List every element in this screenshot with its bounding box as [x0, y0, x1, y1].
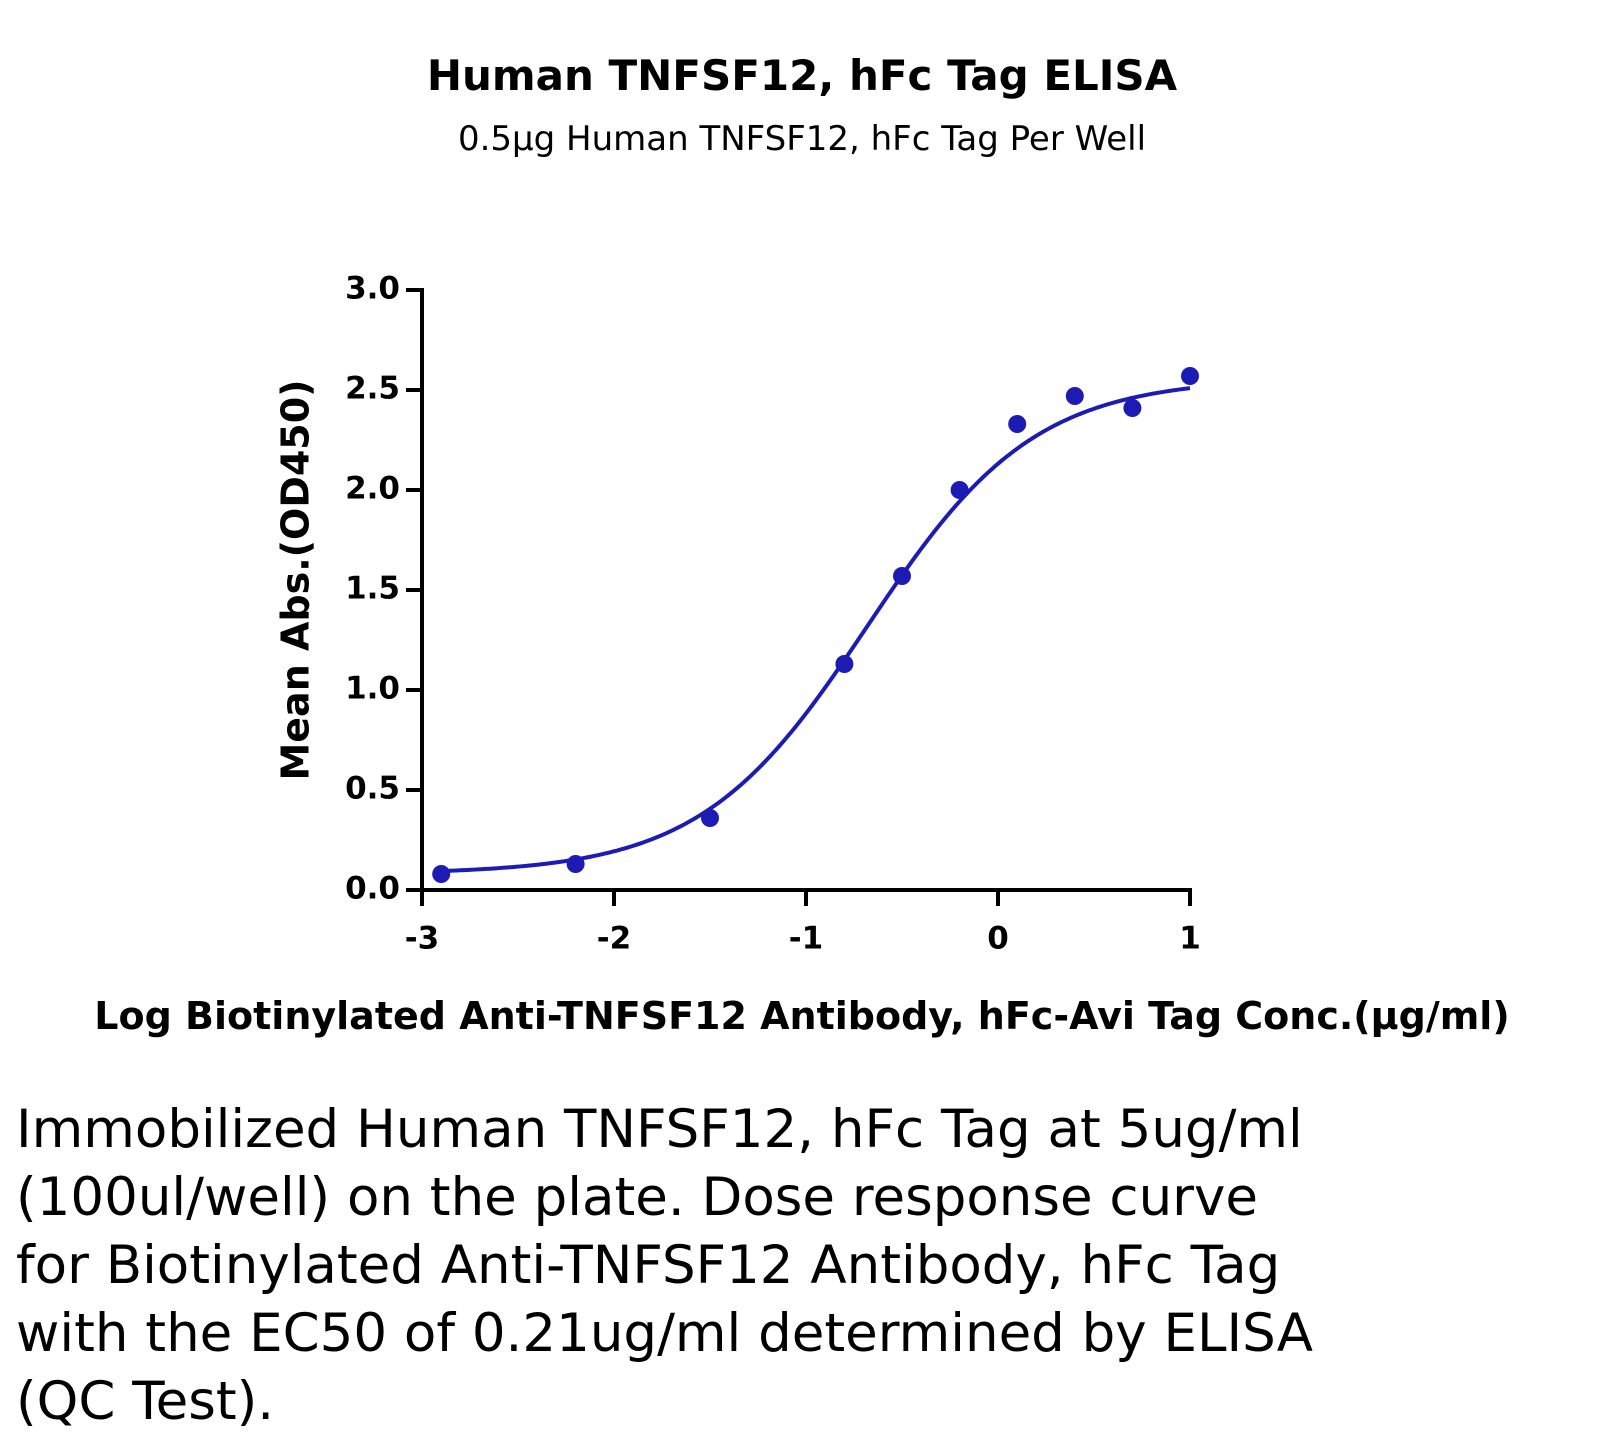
chart-title: Human TNFSF12, hFc Tag ELISA — [426, 51, 1178, 100]
y-tick-label: 1.0 — [345, 671, 400, 707]
data-point — [566, 855, 585, 873]
data-point — [1065, 387, 1084, 405]
y-tick-label: 2.5 — [345, 371, 400, 407]
chart-subtitle: 0.5μg Human TNFSF12, hFc Tag Per Well — [457, 119, 1147, 159]
figure-caption: Immobilized Human TNFSF12, hFc Tag at 5u… — [16, 1099, 1314, 1432]
data-point — [432, 865, 451, 883]
data-point — [893, 567, 911, 585]
data-point — [1181, 367, 1199, 385]
y-tick-label: 3.0 — [345, 271, 400, 307]
data-point — [1008, 415, 1027, 433]
data-point — [835, 655, 854, 673]
x-axis-label: Log Biotinylated Anti-TNFSF12 Antibody, … — [94, 994, 1510, 1038]
x-tick-label: 1 — [1179, 921, 1201, 957]
x-tick-label: 0 — [987, 921, 1009, 957]
x-tick-label: -2 — [597, 921, 631, 957]
data-point — [1123, 399, 1142, 417]
data-point — [701, 809, 719, 827]
y-tick-label: 0.5 — [345, 771, 400, 807]
data-point — [950, 481, 969, 499]
y-axis-label: Mean Abs.(OD450) — [274, 379, 318, 780]
x-tick-label: -1 — [789, 921, 823, 957]
plot-area: Mean Abs.(OD450) 0.0 0.5 1.0 1.5 2.0 2.5 3.0 -3… — [274, 271, 1201, 957]
y-tick-label: 0.0 — [345, 871, 400, 907]
y-tick-label: 2.0 — [345, 471, 400, 507]
y-tick-label: 1.5 — [345, 571, 400, 607]
x-tick-label: -3 — [405, 921, 439, 957]
fitted-curve — [441, 386, 1191, 874]
